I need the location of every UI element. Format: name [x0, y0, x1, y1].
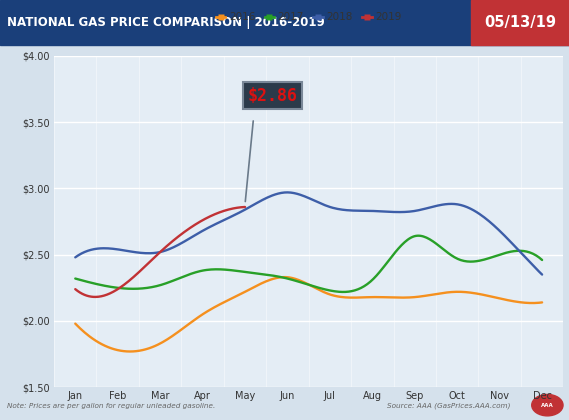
- Text: 05/13/19: 05/13/19: [484, 15, 556, 30]
- Legend: 2016, 2017, 2018, 2019: 2016, 2017, 2018, 2019: [212, 8, 406, 26]
- Bar: [471, 0, 569, 45]
- Text: $2.86: $2.86: [248, 87, 298, 105]
- Text: Note: Prices are per gallon for regular unleaded gasoline.: Note: Prices are per gallon for regular …: [7, 403, 215, 409]
- Text: NATIONAL GAS PRICE COMPARISON | 2016-2019: NATIONAL GAS PRICE COMPARISON | 2016-201…: [7, 16, 324, 29]
- Text: Source: AAA (GasPrices.AAA.com): Source: AAA (GasPrices.AAA.com): [387, 402, 510, 409]
- Ellipse shape: [531, 394, 563, 416]
- Text: AAA: AAA: [541, 403, 554, 408]
